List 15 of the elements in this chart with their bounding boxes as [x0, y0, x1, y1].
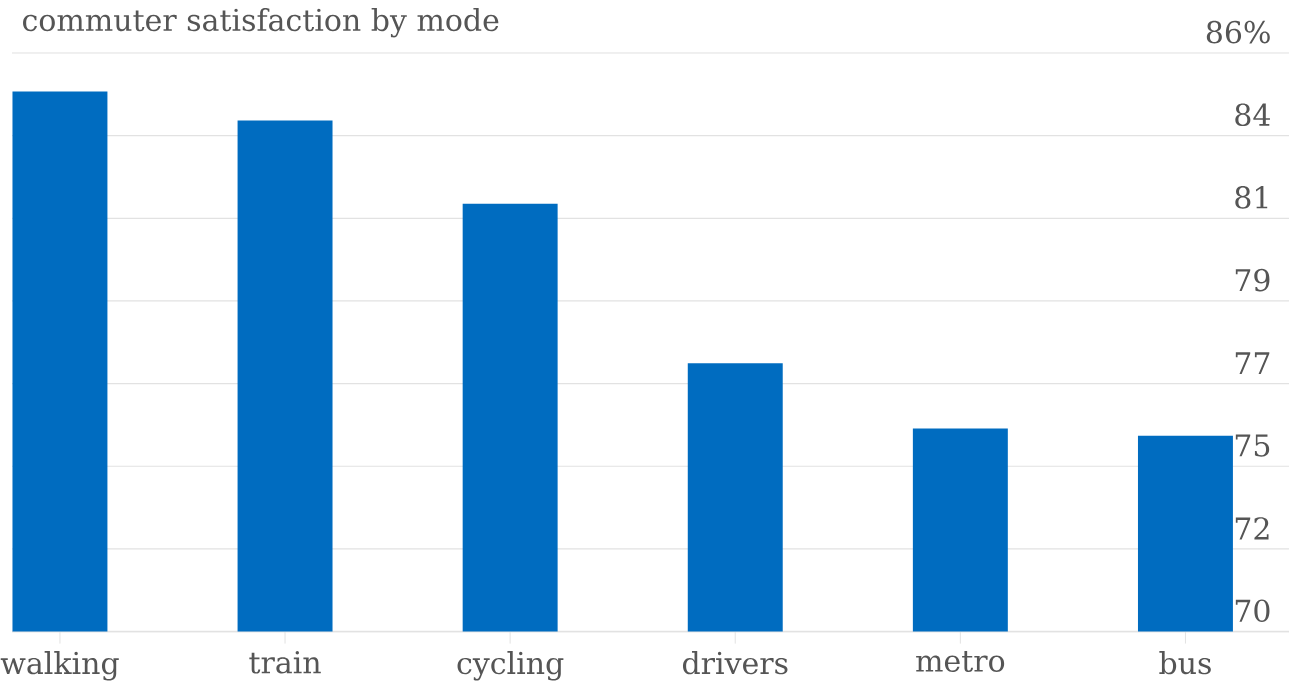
y-tick-label: 75 [1235, 434, 1270, 457]
x-tick-label: metro [916, 651, 1005, 673]
x-tick-label: walking [0, 651, 119, 681]
y-tick-label: 79 [1235, 268, 1270, 292]
y-tick-label: 84 [1235, 103, 1270, 127]
y-tick-label: 72 [1235, 517, 1269, 540]
y-tick-label: 86% [1206, 20, 1270, 44]
x-tick-label: bus [1159, 651, 1211, 675]
x-tick-label: cycling [457, 651, 564, 681]
chart-title: commuter satisfaction by mode [23, 8, 499, 38]
y-tick-label: 81 [1235, 186, 1268, 209]
y-tick-label: 70 [1235, 599, 1270, 623]
x-tick-label: train [249, 651, 321, 674]
y-tick-label: 77 [1235, 352, 1270, 375]
x-tick-label: drivers [682, 651, 788, 675]
